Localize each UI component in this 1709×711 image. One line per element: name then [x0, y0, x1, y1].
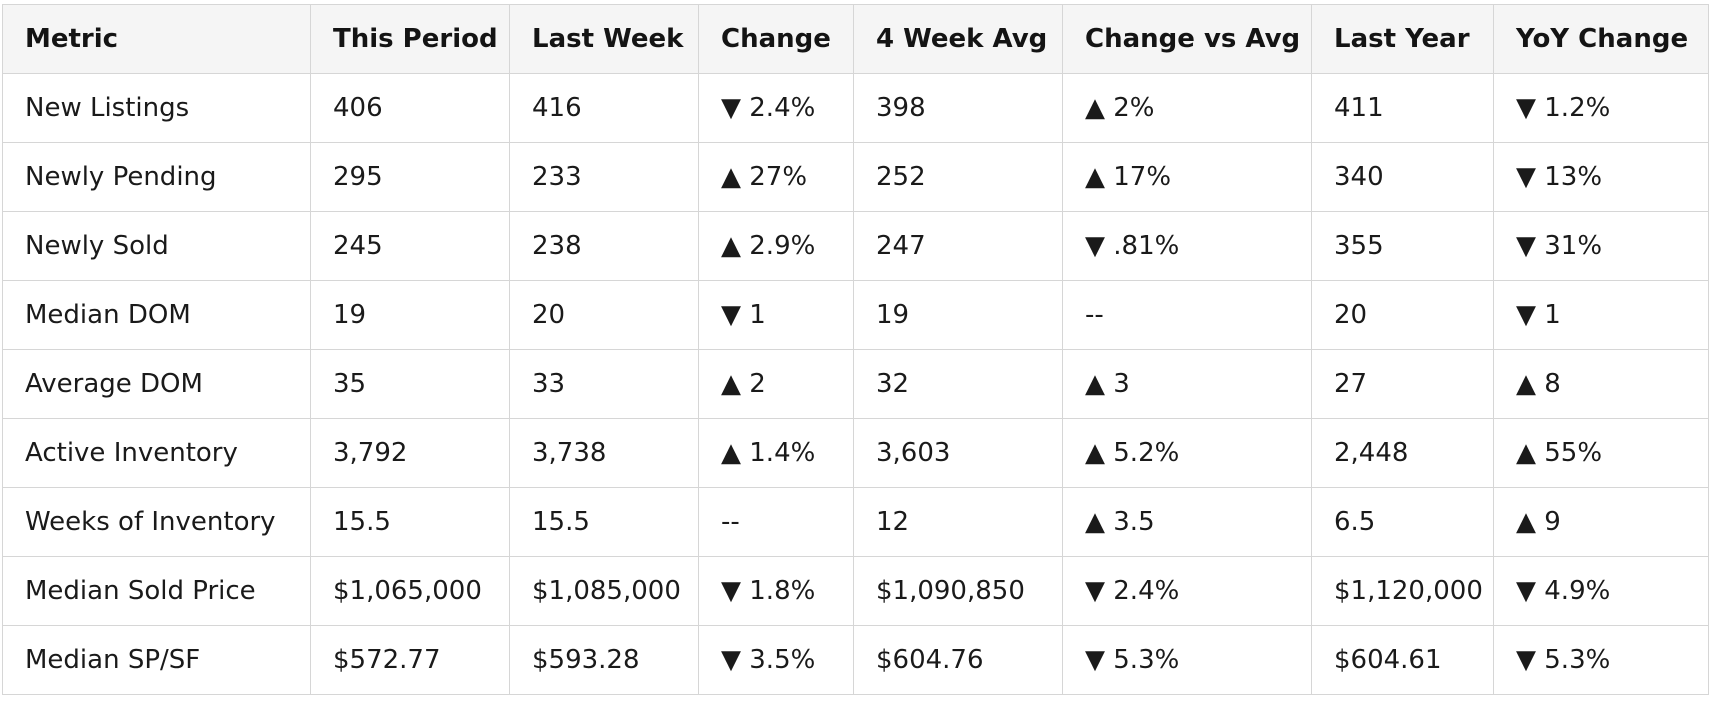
table-row: New Listings 406 416 ▼ 2.4% 398 ▲ 2% 411… [2, 73, 1709, 143]
cell-last-week: $593.28 [509, 625, 699, 695]
cell-this-period: 3,792 [310, 418, 510, 488]
cell-last-year: 2,448 [1311, 418, 1494, 488]
cell-change-vs-avg: ▲ 17% [1062, 142, 1312, 212]
table-row: Median DOM 19 20 ▼ 1 19 -- 20 ▼ 1 [2, 280, 1709, 350]
cell-last-year: 6.5 [1311, 487, 1494, 557]
cell-change: ▼ 1.8% [698, 556, 854, 626]
cell-change-vs-avg: -- [1062, 280, 1312, 350]
header-change: Change [698, 4, 854, 74]
cell-change: ▲ 2.9% [698, 211, 854, 281]
cell-change-vs-avg: ▲ 5.2% [1062, 418, 1312, 488]
cell-metric: Weeks of Inventory [2, 487, 311, 557]
cell-4-week-avg: 32 [853, 349, 1063, 419]
cell-this-period: 19 [310, 280, 510, 350]
header-last-week: Last Week [509, 4, 699, 74]
cell-this-period: $572.77 [310, 625, 510, 695]
cell-4-week-avg: $604.76 [853, 625, 1063, 695]
cell-this-period: $1,065,000 [310, 556, 510, 626]
header-4-week-avg: 4 Week Avg [853, 4, 1063, 74]
cell-change-vs-avg: ▼ 2.4% [1062, 556, 1312, 626]
cell-4-week-avg: 12 [853, 487, 1063, 557]
cell-yoy-change: ▼ 1 [1493, 280, 1709, 350]
table-body: New Listings 406 416 ▼ 2.4% 398 ▲ 2% 411… [2, 73, 1709, 695]
cell-this-period: 35 [310, 349, 510, 419]
cell-change-vs-avg: ▲ 2% [1062, 73, 1312, 143]
cell-yoy-change: ▼ 31% [1493, 211, 1709, 281]
cell-last-week: $1,085,000 [509, 556, 699, 626]
cell-last-week: 416 [509, 73, 699, 143]
cell-yoy-change: ▲ 9 [1493, 487, 1709, 557]
cell-this-period: 245 [310, 211, 510, 281]
table-row: Median SP/SF $572.77 $593.28 ▼ 3.5% $604… [2, 625, 1709, 695]
cell-change: ▲ 2 [698, 349, 854, 419]
table-row: Average DOM 35 33 ▲ 2 32 ▲ 3 27 ▲ 8 [2, 349, 1709, 419]
cell-last-week: 33 [509, 349, 699, 419]
cell-metric: New Listings [2, 73, 311, 143]
cell-yoy-change: ▲ 55% [1493, 418, 1709, 488]
cell-metric: Median SP/SF [2, 625, 311, 695]
table-row: Median Sold Price $1,065,000 $1,085,000 … [2, 556, 1709, 626]
cell-change: ▲ 1.4% [698, 418, 854, 488]
cell-last-week: 20 [509, 280, 699, 350]
cell-metric: Median Sold Price [2, 556, 311, 626]
cell-4-week-avg: 19 [853, 280, 1063, 350]
cell-4-week-avg: 398 [853, 73, 1063, 143]
cell-last-year: 340 [1311, 142, 1494, 212]
cell-metric: Median DOM [2, 280, 311, 350]
cell-metric: Active Inventory [2, 418, 311, 488]
table-row: Weeks of Inventory 15.5 15.5 -- 12 ▲ 3.5… [2, 487, 1709, 557]
cell-4-week-avg: $1,090,850 [853, 556, 1063, 626]
cell-yoy-change: ▼ 4.9% [1493, 556, 1709, 626]
header-row: Metric This Period Last Week Change 4 We… [2, 4, 1709, 74]
header-this-period: This Period [310, 4, 510, 74]
cell-yoy-change: ▼ 13% [1493, 142, 1709, 212]
cell-yoy-change: ▼ 1.2% [1493, 73, 1709, 143]
cell-metric: Average DOM [2, 349, 311, 419]
metrics-table: Metric This Period Last Week Change 4 We… [2, 4, 1709, 695]
cell-last-year: 411 [1311, 73, 1494, 143]
cell-change-vs-avg: ▼ 5.3% [1062, 625, 1312, 695]
cell-4-week-avg: 247 [853, 211, 1063, 281]
cell-this-period: 406 [310, 73, 510, 143]
cell-this-period: 15.5 [310, 487, 510, 557]
table-row: Newly Sold 245 238 ▲ 2.9% 247 ▼ .81% 355… [2, 211, 1709, 281]
cell-change-vs-avg: ▼ .81% [1062, 211, 1312, 281]
header-change-vs-avg: Change vs Avg [1062, 4, 1312, 74]
cell-last-year: 20 [1311, 280, 1494, 350]
cell-last-week: 233 [509, 142, 699, 212]
cell-change: ▼ 2.4% [698, 73, 854, 143]
cell-metric: Newly Sold [2, 211, 311, 281]
header-yoy-change: YoY Change [1493, 4, 1709, 74]
cell-change: -- [698, 487, 854, 557]
cell-4-week-avg: 252 [853, 142, 1063, 212]
cell-last-week: 238 [509, 211, 699, 281]
cell-4-week-avg: 3,603 [853, 418, 1063, 488]
header-metric: Metric [2, 4, 311, 74]
cell-yoy-change: ▼ 5.3% [1493, 625, 1709, 695]
cell-yoy-change: ▲ 8 [1493, 349, 1709, 419]
cell-change: ▲ 27% [698, 142, 854, 212]
table-row: Newly Pending 295 233 ▲ 27% 252 ▲ 17% 34… [2, 142, 1709, 212]
cell-change-vs-avg: ▲ 3 [1062, 349, 1312, 419]
cell-change-vs-avg: ▲ 3.5 [1062, 487, 1312, 557]
table-header: Metric This Period Last Week Change 4 We… [2, 4, 1709, 74]
cell-last-year: $604.61 [1311, 625, 1494, 695]
cell-last-year: $1,120,000 [1311, 556, 1494, 626]
cell-last-year: 355 [1311, 211, 1494, 281]
cell-change: ▼ 3.5% [698, 625, 854, 695]
cell-this-period: 295 [310, 142, 510, 212]
cell-change: ▼ 1 [698, 280, 854, 350]
cell-last-week: 3,738 [509, 418, 699, 488]
cell-last-week: 15.5 [509, 487, 699, 557]
table-row: Active Inventory 3,792 3,738 ▲ 1.4% 3,60… [2, 418, 1709, 488]
cell-last-year: 27 [1311, 349, 1494, 419]
cell-metric: Newly Pending [2, 142, 311, 212]
header-last-year: Last Year [1311, 4, 1494, 74]
